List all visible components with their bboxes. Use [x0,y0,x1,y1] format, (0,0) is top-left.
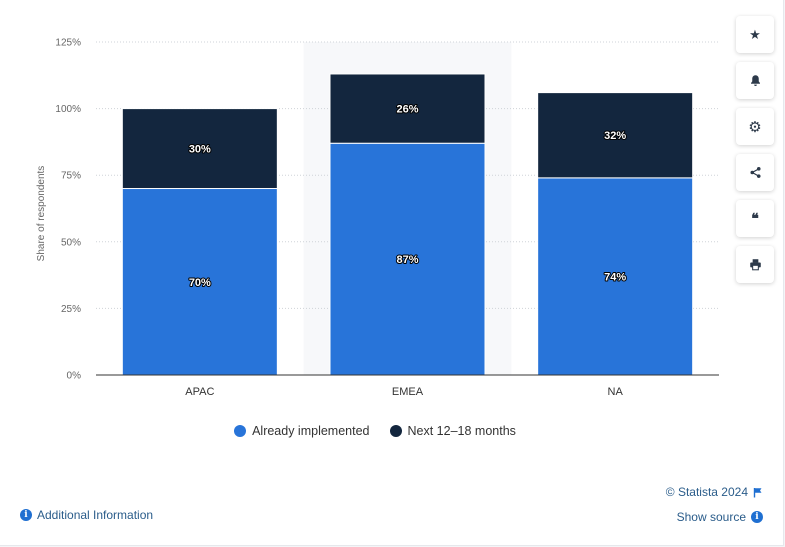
stacked-bar-chart: 0% 25% 50% 75% 100% 125% Share of respondents 7… [36,38,719,398]
notification-button[interactable] [736,62,774,99]
flag-icon [753,487,762,497]
x-tick-label-emea: EMEA [392,386,424,398]
y-tick-label-125: 125% [55,38,81,49]
quote-icon: ❝ [751,210,759,226]
y-tick-label-25: 25% [61,304,81,315]
y-tick-label-50: 50% [61,237,81,248]
data-label-emea-already-implemented: 87% [396,254,418,266]
gear-icon: ⚙ [748,118,762,136]
legend-label-already-implemented: Already implemented [252,424,370,438]
data-label-apac-next-12-18-months: 30% [189,144,211,156]
favorite-button[interactable]: ★ [736,16,774,53]
y-tick-label-75: 75% [61,171,81,182]
data-label-apac-already-implemented: 70% [189,277,211,289]
y-tick-label-100: 100% [55,104,81,115]
chart-toolbar: ★ ⚙ ❝ [736,16,774,283]
info-icon: i [751,511,763,523]
legend-item-already-implemented[interactable]: Already implemented [234,424,370,438]
bar-apac-next-12-18-months [121,108,278,190]
legend-dot-already-implemented [234,425,247,437]
legend-label-next-12-18-months: Next 12–18 months [407,424,516,438]
data-label-na-already-implemented: 74% [604,271,626,283]
bell-icon [750,75,760,86]
star-icon: ★ [749,26,761,42]
settings-button[interactable]: ⚙ [736,108,774,145]
chart-legend: Already implemented Next 12–18 months [0,424,750,438]
share-button[interactable] [736,154,774,191]
print-button[interactable] [736,246,774,283]
copyright-text: © Statista 2024 [665,485,748,499]
y-tick-label-0: 0% [67,371,82,382]
info-icon: i [20,509,32,521]
copyright-link[interactable]: © Statista 2024 [666,485,763,499]
show-source-text: Show source [676,510,746,524]
additional-information-link[interactable]: i Additional Information [20,508,153,522]
cite-button[interactable]: ❝ [736,200,774,237]
legend-item-next-12-18-months[interactable]: Next 12–18 months [389,424,516,438]
bar-apac-already-implemented [121,188,278,376]
y-axis-title: Share of respondents [36,166,47,262]
bar-emea-already-implemented [329,142,486,376]
data-label-na-next-12-18-months: 32% [604,130,626,142]
show-source-link[interactable]: Show source i [677,510,763,524]
additional-information-text: Additional Information [37,508,154,522]
bar-na-next-12-18-months [537,92,694,179]
x-tick-label-na: NA [608,386,624,398]
data-label-emea-next-12-18-months: 26% [396,104,418,116]
print-icon [749,259,761,271]
bar-emea-next-12-18-months [329,73,486,144]
legend-dot-next-12-18-months [389,425,402,437]
share-icon [749,167,761,178]
x-tick-label-apac: APAC [185,386,214,398]
